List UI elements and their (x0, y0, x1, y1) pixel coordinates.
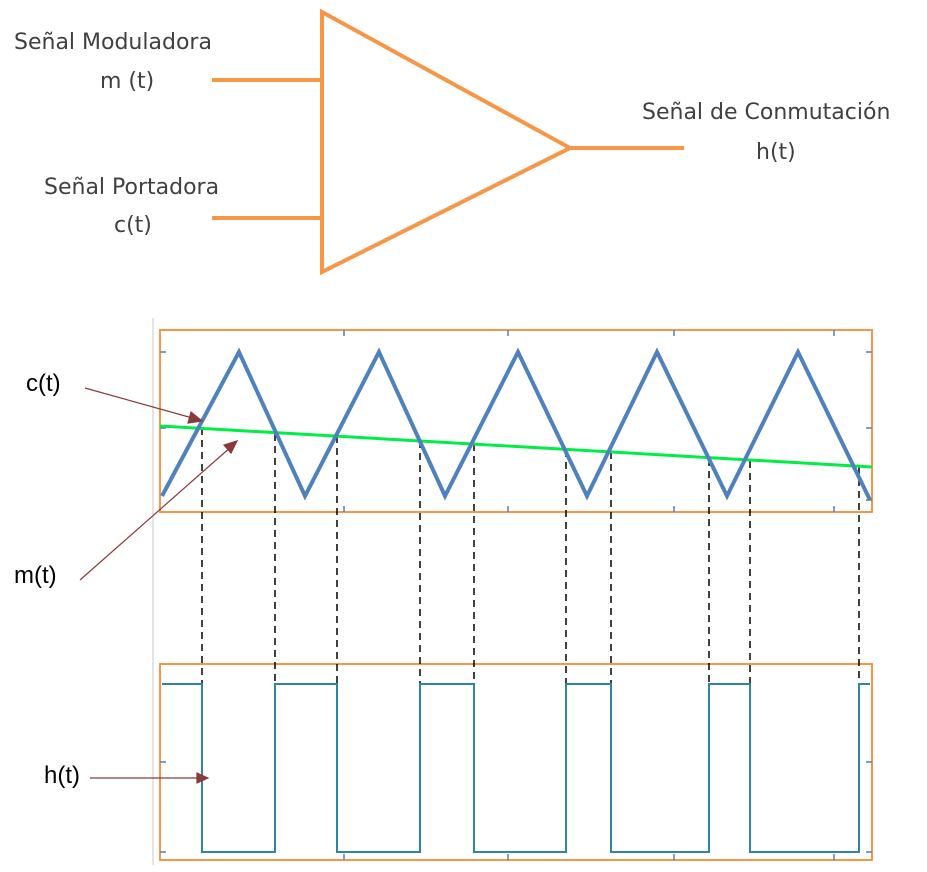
modulating-arrow (79, 445, 233, 581)
modulating-arrowhead (222, 440, 239, 455)
input2-name-label: Señal Portadora (44, 175, 220, 200)
carrier-plot-ticks (160, 330, 872, 512)
carrier-plot-frame (159, 329, 873, 513)
input2-symbol-label: c(t) (114, 213, 152, 238)
output-name-label: Señal de Conmutación (642, 100, 891, 125)
carrier-arrowhead (187, 410, 204, 424)
carrier-plot-label: c(t) (26, 370, 61, 397)
carrier-arrow (84, 387, 197, 420)
switching-arrowhead (196, 772, 210, 784)
modulating-signal-line (159, 424, 873, 469)
switching-square-wave (162, 683, 870, 853)
switching-plot-ticks (160, 761, 872, 860)
comparator-block (212, 8, 684, 276)
input1-name-label: Señal Moduladora (14, 30, 212, 55)
comparator-triangle (320, 8, 575, 276)
carrier-triangle-wave (160, 347, 872, 501)
output-symbol-label: h(t) (756, 140, 796, 165)
input1-symbol-label: m (t) (100, 69, 155, 94)
switching-plot-frame (159, 663, 873, 861)
switching-plot-label: h(t) (44, 762, 80, 789)
annotation-arrows (79, 387, 239, 784)
modulating-plot-label: m(t) (14, 562, 57, 589)
crossing-projection-lines (201, 428, 860, 684)
